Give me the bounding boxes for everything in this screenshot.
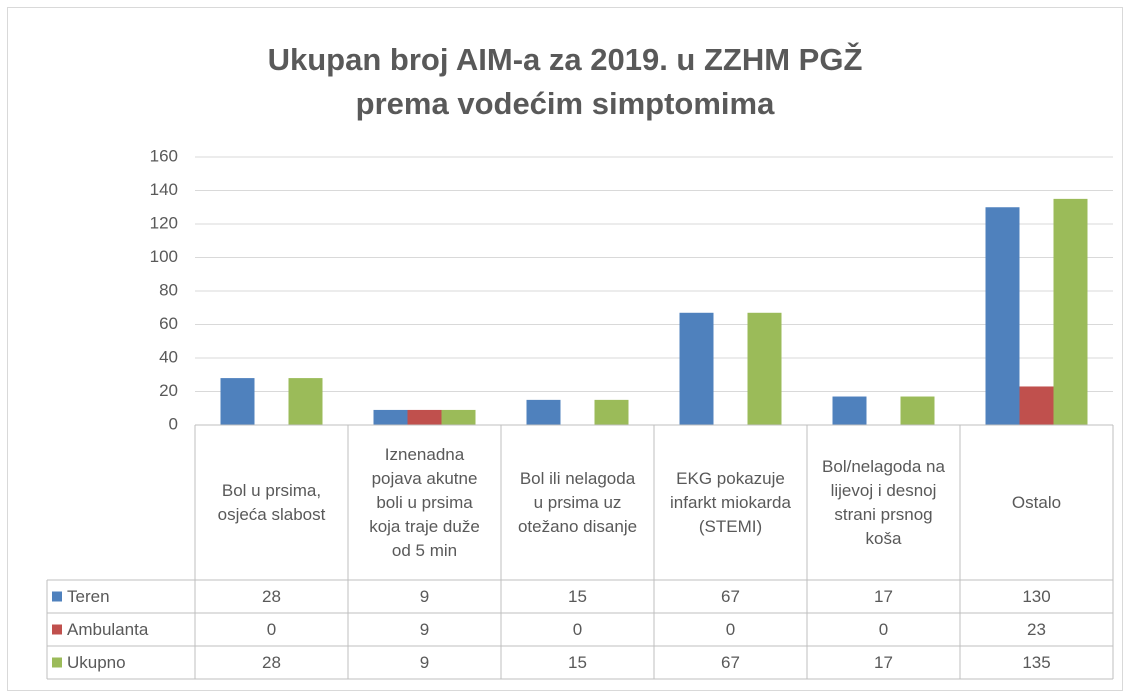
table-value: 15 — [568, 586, 587, 606]
y-tick-label: 100 — [150, 247, 178, 266]
chart-title: Ukupan broj AIM-a za 2019. u ZZHM PGŽ — [268, 41, 863, 77]
y-tick-label: 120 — [150, 213, 178, 232]
table-value: 9 — [419, 652, 430, 672]
category-label: EKG pokazuje infarkt miokarda (STEMI) — [670, 468, 791, 536]
category-label: Iznenadna pojava akutne boli u prsima ko… — [369, 444, 480, 560]
bar — [1053, 198, 1088, 425]
y-tick-label: 40 — [159, 347, 178, 366]
chart-title: prema vodećim simptomima — [356, 86, 775, 121]
table-value: 23 — [1027, 619, 1046, 639]
bar — [288, 378, 323, 425]
table-value: 67 — [721, 586, 740, 606]
bar — [679, 312, 714, 425]
table-value: 9 — [419, 586, 430, 606]
category-label: Bol u prsima, osjeća slabost — [217, 480, 326, 524]
category-label: Ostalo — [1011, 492, 1062, 512]
table-value: 28 — [262, 586, 281, 606]
table-value: 28 — [262, 652, 281, 672]
legend-key — [52, 657, 62, 668]
table-value: 17 — [874, 652, 893, 672]
y-tick-label: 60 — [159, 314, 178, 333]
category-label: Bol ili nelagoda u prsima uz otežano dis… — [517, 468, 638, 536]
bar — [832, 396, 867, 425]
bar — [441, 409, 476, 425]
table-value: 9 — [419, 619, 430, 639]
table-value: 0 — [725, 619, 736, 639]
table-value: 135 — [1022, 652, 1051, 672]
table-value: 0 — [878, 619, 889, 639]
legend-label: Teren — [67, 586, 110, 606]
y-tick-label: 0 — [169, 414, 178, 433]
y-tick-label: 140 — [150, 180, 178, 199]
category-label: Bol/nelagoda na lijevoj i desnoj strani … — [822, 456, 945, 548]
table-value: 130 — [1022, 586, 1051, 606]
table-value: 15 — [568, 652, 587, 672]
table-value: 0 — [266, 619, 277, 639]
bar — [220, 378, 255, 425]
y-tick-label: 80 — [159, 280, 178, 299]
table-value: 67 — [721, 652, 740, 672]
bar — [900, 396, 935, 425]
bar — [985, 207, 1020, 425]
bar — [526, 399, 561, 425]
table-value: 17 — [874, 586, 893, 606]
bar — [747, 312, 782, 425]
legend-key — [52, 624, 62, 635]
legend-key — [52, 591, 62, 602]
legend-label: Ambulanta — [67, 619, 149, 639]
chart-border — [7, 7, 1123, 691]
y-tick-label: 160 — [150, 146, 178, 165]
bar — [407, 409, 442, 425]
bar — [1019, 386, 1054, 425]
y-tick-label: 20 — [159, 381, 178, 400]
bar — [373, 409, 408, 425]
legend-label: Ukupno — [67, 652, 126, 672]
table-value: 0 — [572, 619, 583, 639]
bar — [594, 399, 629, 425]
